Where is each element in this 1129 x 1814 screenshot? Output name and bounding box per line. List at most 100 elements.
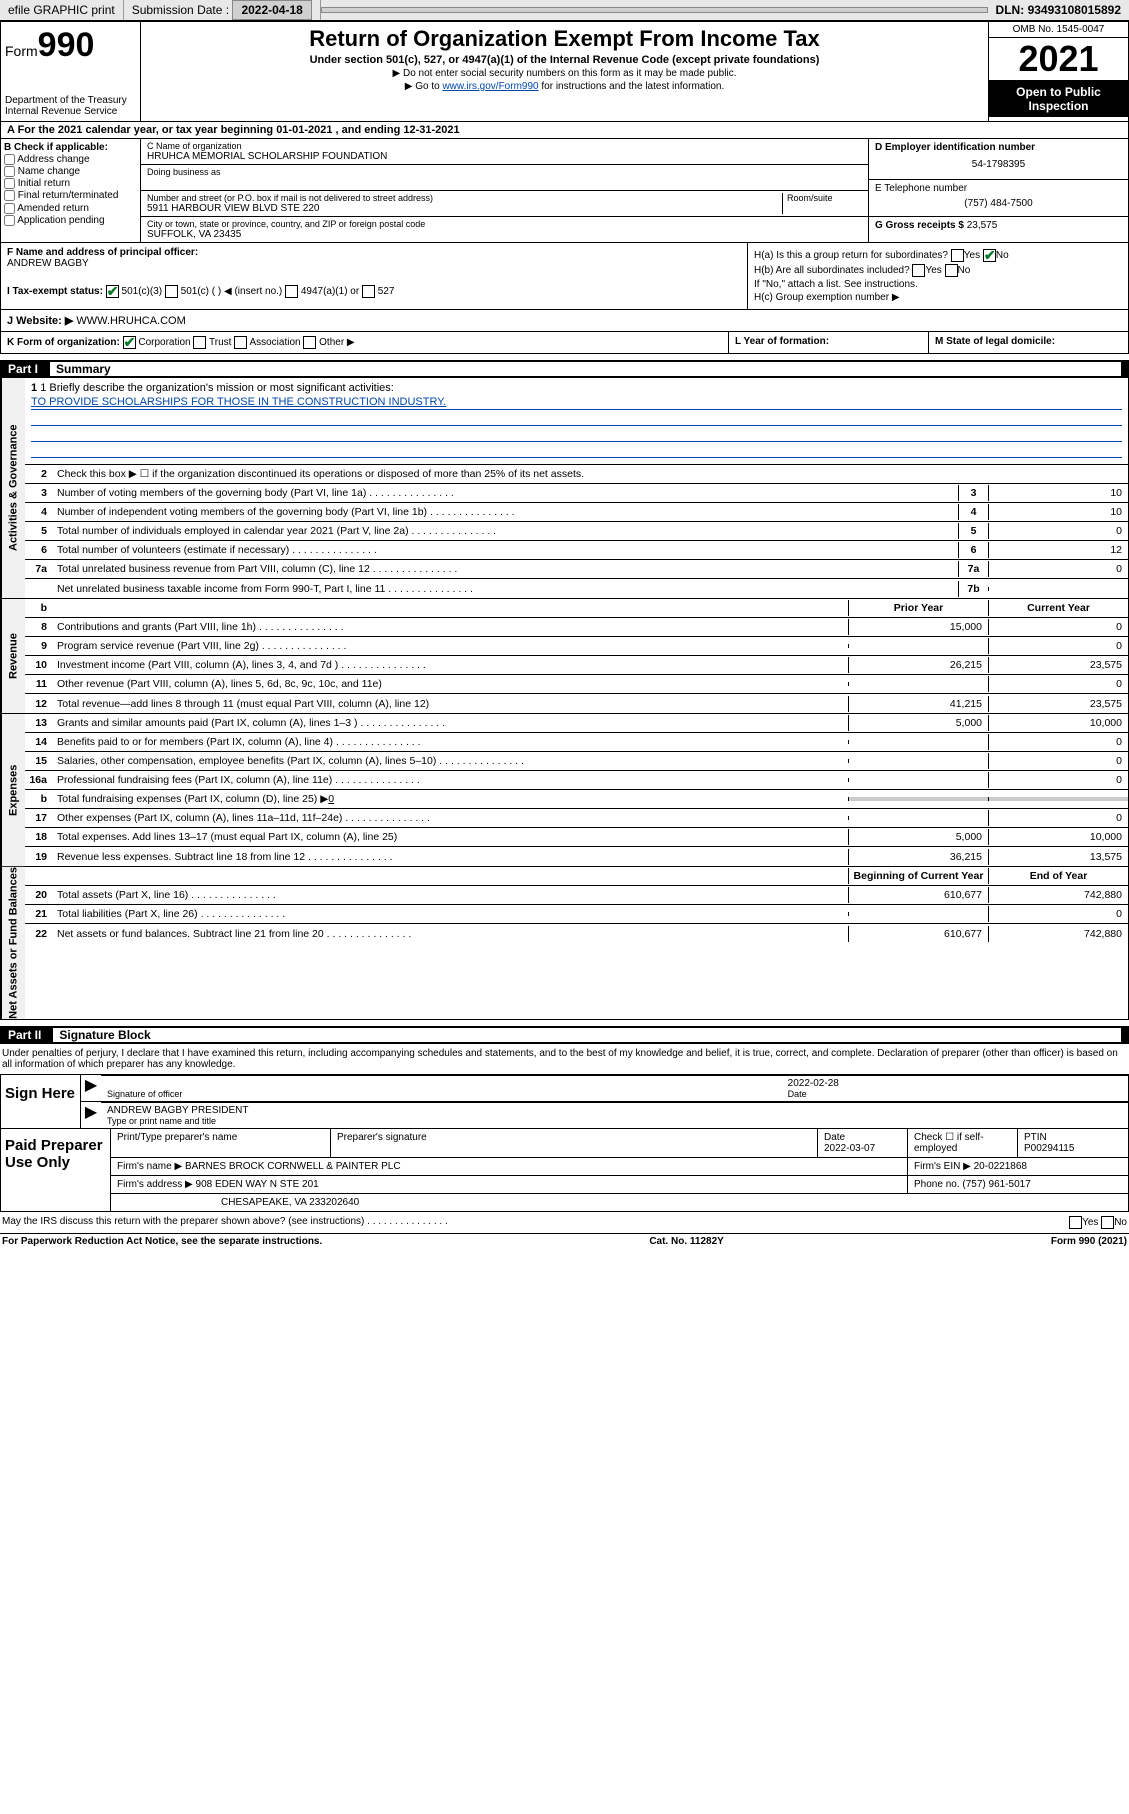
org-name-label: C Name of organization [147,141,862,151]
irs-link[interactable]: www.irs.gov/Form990 [442,81,538,92]
sign-arrow-icon-2: ▶ [81,1102,101,1128]
chk-name-change[interactable] [4,166,15,177]
tax-status-label: I Tax-exempt status: [7,286,103,297]
line15: Salaries, other compensation, employee b… [53,753,848,769]
val7a: 0 [988,561,1128,577]
entity-block: B Check if applicable: Address change Na… [0,139,1129,243]
form-footer: Form 990 (2021) [1051,1236,1127,1247]
officer-name-label: Type or print name and title [107,1116,1122,1126]
phone-label: E Telephone number [875,183,1122,194]
part1-label: Part I [8,362,50,376]
line7a: Total unrelated business revenue from Pa… [53,561,958,577]
line2: Check this box ▶ ☐ if the organization d… [53,466,1128,482]
paperwork-notice: For Paperwork Reduction Act Notice, see … [2,1236,322,1247]
submission-date-label: Submission Date : [132,3,229,17]
cat-number: Cat. No. 11282Y [649,1236,723,1247]
form-title: Return of Organization Exempt From Incom… [145,26,984,52]
hb-note: If "No," attach a list. See instructions… [754,279,1122,290]
self-employed-hdr: Check ☐ if self-employed [908,1129,1018,1157]
dln-value: 93493108015892 [1028,3,1121,17]
chk-other[interactable] [303,336,316,349]
irs-label: Internal Revenue Service [5,106,136,117]
officer-group-block: F Name and address of principal officer:… [0,243,1129,310]
line5: Total number of individuals employed in … [53,523,958,539]
val3: 10 [988,485,1128,501]
topbar: efile GRAPHIC print Submission Date : 20… [0,0,1129,21]
street-address: 5911 HARBOUR VIEW BLVD STE 220 [147,203,782,214]
chk-corp[interactable] [123,336,136,349]
line7b: Net unrelated business taxable income fr… [53,581,958,597]
line14: Benefits paid to or for members (Part IX… [53,734,848,750]
gross-receipts-label: G Gross receipts $ [875,220,964,231]
sign-arrow-icon: ▶ [81,1075,101,1101]
website-value: WWW.HRUHCA.COM [76,315,185,327]
chk-assoc[interactable] [234,336,247,349]
form-number: 990 [38,26,95,64]
mission-question: 1 Briefly describe the organization's mi… [40,382,394,394]
tab-revenue: Revenue [1,599,25,713]
line9: Program service revenue (Part VIII, line… [53,638,848,654]
addr-label: Number and street (or P.O. box if mail i… [147,193,782,203]
line16a: Professional fundraising fees (Part IX, … [53,772,848,788]
val7b [988,587,1128,591]
part2-title: Signature Block [53,1028,1121,1042]
sig-date: 2022-02-28 [788,1078,1122,1089]
firm-addr2: CHESAPEAKE, VA 233202640 [111,1194,1128,1211]
chk-initial-return[interactable] [4,178,15,189]
line12: Total revenue—add lines 8 through 11 (mu… [53,696,848,712]
k-label: K Form of organization: [7,337,120,348]
officer-name: ANDREW BAGBY [7,258,741,269]
sign-here-label: Sign Here [1,1075,81,1128]
city-state-zip: SUFFOLK, VA 23435 [147,229,862,240]
line8: Contributions and grants (Part VIII, lin… [53,619,848,635]
val6: 12 [988,542,1128,558]
topbar-spacer [321,7,988,13]
tab-net-assets: Net Assets or Fund Balances [1,867,25,1019]
tax-year-range: A For the 2021 calendar year, or tax yea… [0,122,1129,139]
firm-name-label: Firm's name ▶ [117,1161,182,1172]
chk-hb-yes[interactable] [912,264,925,277]
phone-value: (757) 484-7500 [875,194,1122,213]
firm-name: BARNES BROCK CORNWELL & PAINTER PLC [185,1161,401,1172]
chk-hb-no[interactable] [945,264,958,277]
chk-ha-yes[interactable] [951,249,964,262]
line19: Revenue less expenses. Subtract line 18 … [53,849,848,865]
form-prefix: Form [5,43,38,59]
hb-label: H(b) Are all subordinates included? [754,265,910,276]
part2-label: Part II [8,1028,53,1042]
l-label: L Year of formation: [735,336,829,347]
end-year-hdr: End of Year [988,868,1128,884]
ha-label: H(a) Is this a group return for subordin… [754,250,948,261]
chk-4947[interactable] [285,285,298,298]
chk-527[interactable] [362,285,375,298]
line11: Other revenue (Part VIII, column (A), li… [53,676,848,692]
m-label: M State of legal domicile: [935,336,1055,347]
chk-address-change[interactable] [4,154,15,165]
preparer-name-hdr: Print/Type preparer's name [111,1129,331,1157]
officer-name-title: ANDREW BAGBY PRESIDENT [107,1105,1122,1116]
discuss-question: May the IRS discuss this return with the… [2,1216,448,1229]
ein-value: 54-1798395 [875,153,1122,176]
chk-501c[interactable] [165,285,178,298]
chk-final-return[interactable] [4,190,15,201]
gross-receipts-value: 23,575 [967,220,998,231]
dln-label: DLN: [996,3,1025,17]
efile-label: efile GRAPHIC print [0,0,124,20]
firm-ein-label: Firm's EIN ▶ [914,1161,971,1172]
line13: Grants and similar amounts paid (Part IX… [53,715,848,731]
line6: Total number of volunteers (estimate if … [53,542,958,558]
firm-addr1: 908 EDEN WAY N STE 201 [196,1179,319,1190]
line16b: Total fundraising expenses (Part IX, col… [57,793,328,805]
chk-trust[interactable] [193,336,206,349]
chk-app-pending[interactable] [4,215,15,226]
line18: Total expenses. Add lines 13–17 (must eq… [53,829,848,845]
chk-amended[interactable] [4,203,15,214]
city-label: City or town, state or province, country… [147,219,862,229]
chk-discuss-no[interactable] [1101,1216,1114,1229]
chk-discuss-yes[interactable] [1069,1216,1082,1229]
line21: Total liabilities (Part X, line 26) [53,906,848,922]
form-note-ssn: ▶ Do not enter social security numbers o… [145,68,984,79]
chk-ha-no[interactable] [983,249,996,262]
dba-label: Doing business as [147,167,862,177]
chk-501c3[interactable] [106,285,119,298]
